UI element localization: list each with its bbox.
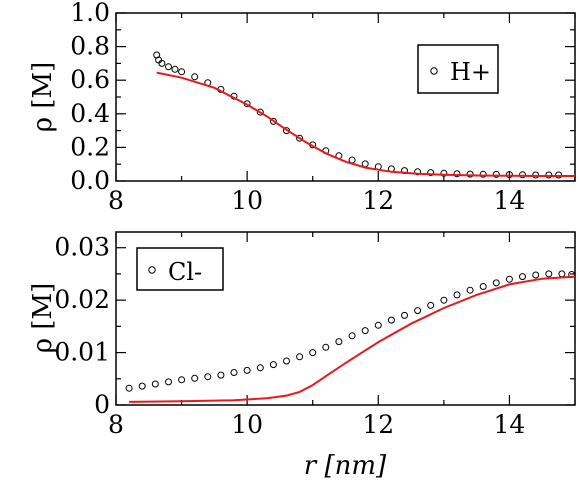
- data-point: [545, 270, 553, 278]
- chart-panel-cl: 8 10 12 14 0 0.01 0.02 0.03 ρ [M] r [nm] Cl-: [28, 231, 576, 481]
- legend-label-h: H+: [450, 58, 491, 86]
- y-tick-label: 0.6: [70, 65, 110, 94]
- x-axis: 8 10 12 14: [108, 232, 576, 439]
- data-point: [138, 382, 146, 390]
- data-point: [414, 307, 422, 315]
- plot-frame: [115, 12, 576, 182]
- data-point: [479, 283, 487, 290]
- y-tick-label: 0.8: [70, 32, 110, 61]
- chart-panel-h: 8 10 12 14 0.0 0.2 0.4 0.6 0.8 1.0 ρ [M] H+: [28, 0, 576, 215]
- data-point: [555, 171, 563, 179]
- data-point: [322, 343, 330, 351]
- data-point: [178, 68, 186, 76]
- data-point: [171, 65, 179, 73]
- data-point: [125, 384, 133, 392]
- data-point: [335, 338, 343, 346]
- x-tick-label: 12: [362, 186, 394, 215]
- data-point: [427, 169, 435, 177]
- data-point: [401, 311, 408, 319]
- x-tick-label: 8: [108, 410, 124, 439]
- data-point: [204, 373, 212, 381]
- data-point: [453, 170, 461, 178]
- y-tick-label: 0.0: [70, 166, 110, 195]
- series-line-1: [129, 275, 576, 403]
- y-tick-label: 0: [94, 390, 110, 419]
- legend: Cl-: [136, 247, 224, 291]
- series-line-1: [156, 71, 575, 177]
- data-point: [440, 169, 448, 177]
- data-point: [191, 374, 199, 382]
- data-point: [374, 321, 382, 329]
- legend-box: [136, 247, 224, 291]
- x-tick-label: 8: [108, 186, 124, 215]
- x-axis-title: r [nm]: [304, 451, 387, 481]
- y-tick-label: 0.4: [70, 99, 110, 128]
- data-point: [558, 270, 566, 278]
- x-tick-label: 10: [231, 186, 263, 215]
- y-tick-label: 0.02: [54, 285, 110, 314]
- data-point: [453, 291, 461, 299]
- data-point: [269, 361, 277, 369]
- y-axis-title: ρ [M]: [28, 283, 58, 353]
- data-point: [479, 170, 487, 178]
- legend-marker: [148, 266, 156, 274]
- legend-marker: [430, 67, 438, 75]
- data-point: [519, 171, 526, 179]
- series-layer: [125, 270, 576, 403]
- x-tick-label: 12: [362, 410, 394, 439]
- data-point: [151, 380, 159, 388]
- legend-label-cl: Cl-: [168, 258, 202, 286]
- data-point: [492, 279, 500, 287]
- data-point: [427, 301, 435, 309]
- data-point: [361, 327, 369, 335]
- x-axis: 8 10 12 14: [108, 13, 576, 215]
- data-point: [217, 371, 225, 379]
- data-point: [387, 316, 395, 324]
- data-point: [243, 366, 251, 374]
- data-point: [466, 286, 474, 294]
- y-tick-label: 0.01: [54, 338, 110, 367]
- data-point: [269, 117, 277, 125]
- series-layer: [153, 51, 575, 179]
- y-axis: 0.0 0.2 0.4 0.6 0.8 1.0: [70, 0, 575, 195]
- data-point: [492, 170, 500, 178]
- data-point: [545, 171, 553, 179]
- data-point: [505, 275, 513, 283]
- y-tick-label: 1.0: [70, 0, 110, 27]
- data-point: [165, 378, 172, 386]
- data-point: [348, 332, 356, 340]
- data-point: [283, 357, 290, 365]
- data-point: [256, 364, 264, 372]
- data-point: [191, 73, 199, 81]
- data-point: [519, 273, 526, 281]
- x-tick-label: 10: [231, 410, 263, 439]
- data-point: [296, 353, 304, 361]
- data-point: [309, 349, 317, 357]
- data-point: [532, 271, 540, 279]
- data-point: [440, 296, 448, 304]
- data-point: [230, 369, 238, 376]
- y-axis: 0 0.01 0.02 0.03: [54, 233, 575, 419]
- data-point: [165, 63, 172, 71]
- y-tick-label: 0.03: [54, 233, 110, 262]
- y-tick-label: 0.2: [70, 132, 110, 161]
- legend: H+: [417, 44, 499, 94]
- data-point: [466, 170, 474, 178]
- x-tick-label: 14: [494, 186, 526, 215]
- plot-frame: [115, 231, 576, 406]
- data-point: [505, 171, 513, 179]
- y-axis-title: ρ [M]: [28, 62, 58, 132]
- x-tick-label: 14: [494, 410, 526, 439]
- data-point: [178, 376, 186, 384]
- data-point: [256, 108, 264, 116]
- data-point: [158, 59, 166, 67]
- data-point: [296, 134, 304, 142]
